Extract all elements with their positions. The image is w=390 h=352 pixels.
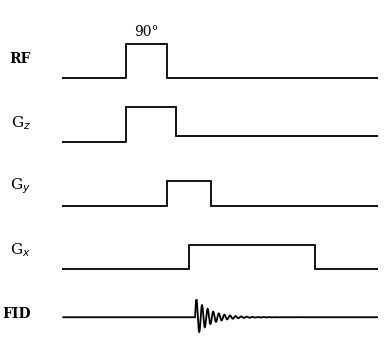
Text: G$_x$: G$_x$ <box>0 351 1 352</box>
Text: G$_y$: G$_y$ <box>10 177 31 196</box>
Text: 90°: 90° <box>134 25 158 39</box>
Text: RF: RF <box>0 351 1 352</box>
Text: G$_z$: G$_z$ <box>11 114 31 132</box>
Text: G$_y$: G$_y$ <box>0 351 1 352</box>
Text: FID: FID <box>2 307 31 321</box>
Text: G$_z$: G$_z$ <box>0 351 1 352</box>
Text: G$_x$: G$_x$ <box>10 241 31 259</box>
Text: FID: FID <box>0 351 1 352</box>
Text: RF: RF <box>9 52 31 66</box>
